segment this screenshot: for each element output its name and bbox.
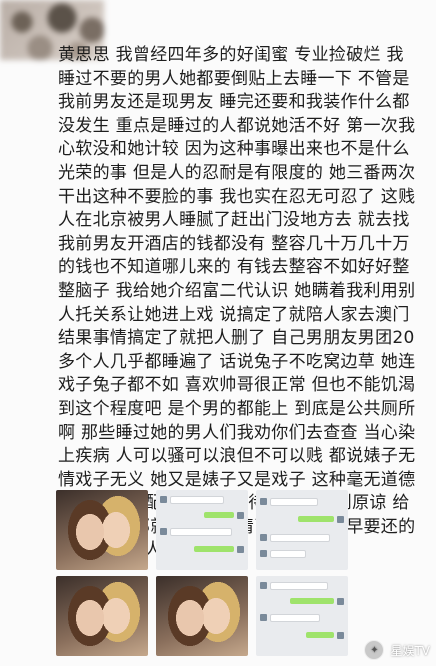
avatar-icon [260, 498, 267, 505]
avatar-icon [260, 614, 267, 621]
chat-bubble [270, 614, 320, 622]
selfie-photo-thumbnail[interactable] [56, 490, 148, 570]
chat-bubble [270, 498, 318, 506]
avatar [0, 0, 104, 60]
chat-bubble [306, 632, 334, 638]
chat-bubble [298, 516, 334, 522]
avatar-icon [337, 516, 344, 523]
chat-screenshot-thumbnail[interactable] [156, 490, 248, 570]
chat-bubble [194, 546, 234, 552]
avatar-icon [237, 512, 244, 519]
photo-grid [56, 490, 348, 656]
avatar-icon [260, 534, 267, 541]
chat-bubble [170, 528, 232, 536]
avatar-icon [260, 550, 267, 557]
post-text: 黄思思 我曾经四年多的好闺蜜 专业捡破烂 我睡过不要的男人她都要倒贴上去睡一下 … [58, 45, 416, 560]
chat-screenshot-thumbnail[interactable] [256, 490, 348, 570]
avatar-icon [260, 582, 267, 589]
avatar-icon [337, 598, 344, 605]
avatar-icon [160, 496, 167, 503]
avatar-icon [337, 632, 344, 639]
watermark: ✦ 星娱TV [364, 640, 430, 660]
logo-icon: ✦ [364, 640, 385, 660]
chat-bubble [270, 534, 330, 542]
chat-bubble [270, 550, 306, 558]
avatar-icon [237, 546, 244, 553]
chat-bubble [270, 582, 328, 590]
chat-bubble [170, 496, 224, 504]
selfie-photo-thumbnail[interactable] [156, 576, 248, 656]
watermark-text: 星娱TV [390, 643, 430, 658]
avatar-icon [160, 528, 167, 535]
chat-bubble [204, 512, 234, 518]
chat-bubble [290, 598, 334, 604]
selfie-photo-thumbnail[interactable] [56, 576, 148, 656]
chat-screenshot-thumbnail[interactable] [256, 576, 348, 656]
